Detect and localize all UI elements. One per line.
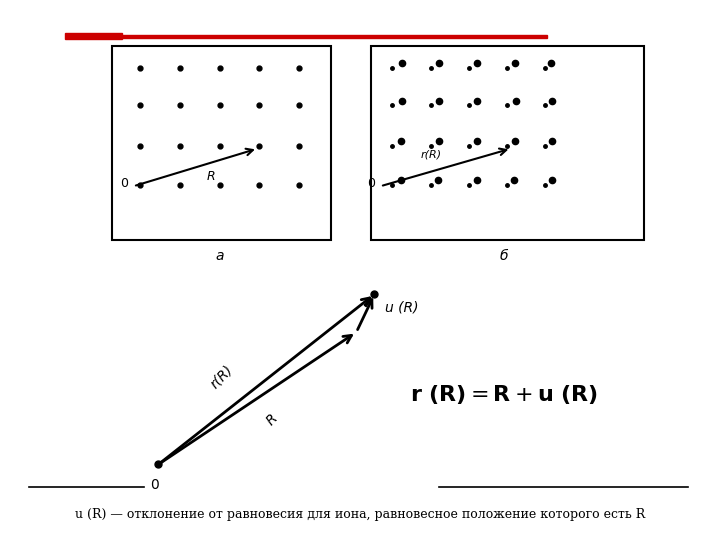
Text: $\mathbf{r}\ \mathbf{(R)} = \mathbf{R} + \mathbf{u}\ \mathbf{(R)}$: $\mathbf{r}\ \mathbf{(R)} = \mathbf{R} +… xyxy=(410,383,598,406)
Text: R: R xyxy=(206,170,215,183)
Bar xyxy=(65,33,122,39)
Text: u (R): u (R) xyxy=(385,301,419,315)
Bar xyxy=(112,46,331,240)
Text: u (R) — отклонение от равновесия для иона, равновесное положение которого есть R: u (R) — отклонение от равновесия для ион… xyxy=(75,508,645,521)
Text: R: R xyxy=(264,411,280,428)
Text: б: б xyxy=(500,249,508,264)
Text: r(R): r(R) xyxy=(421,149,442,159)
Text: а: а xyxy=(215,249,224,264)
Bar xyxy=(122,35,547,38)
Text: r(R): r(R) xyxy=(207,362,235,391)
Bar xyxy=(371,46,644,240)
Text: 0: 0 xyxy=(367,177,376,190)
Text: 0: 0 xyxy=(150,478,159,492)
Text: 0: 0 xyxy=(120,177,129,190)
